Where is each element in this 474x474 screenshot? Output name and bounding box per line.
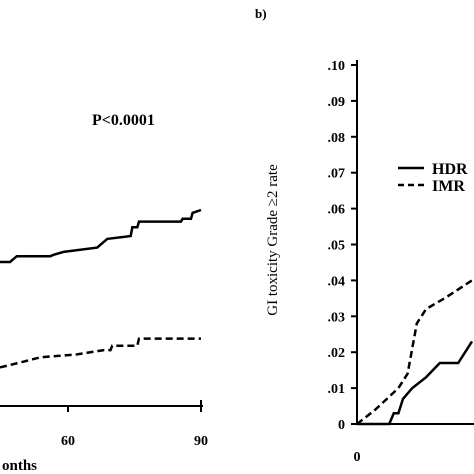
panel-b-y-tick-label: 0 (338, 418, 345, 433)
panel-b-y-tick-label: .02 (328, 346, 346, 361)
panel-b-series-imr (356, 279, 473, 425)
panel-a-x-tick-label-60: 60 (61, 434, 75, 449)
panel-b-y-tick-label: .04 (328, 274, 346, 289)
panel-b-y-tick-label: .01 (328, 382, 346, 397)
panel-a-x-axis-label: onths (2, 458, 37, 474)
panel-a-lines (0, 208, 202, 369)
panel-b-series-hdr (357, 340, 474, 426)
legend-hdr-label: HDR (432, 161, 468, 178)
panel-b-y-tick-label: .07 (328, 167, 346, 182)
panel-b-y-tick-label: .05 (328, 239, 346, 254)
panel-b-y-tick-label: .03 (328, 310, 346, 325)
panel-b-x-tick-label-0: 0 (354, 450, 361, 465)
panel-a-series-dashed (0, 337, 201, 369)
panel-b-y-tick-label: .10 (328, 59, 346, 74)
panel-b-y-ticks: .10 .09 .08 .07 .06 .05 .04 .03 .02 .01 0 (328, 59, 357, 433)
panel-a-p-value: P<0.0001 (92, 112, 155, 129)
panel-a-x-tick-label-90: 90 (194, 434, 208, 449)
panel-b-y-tick-label: .06 (328, 203, 346, 218)
panel-b-y-axis-label: GI toxicity Grade ≥2 rate (265, 164, 281, 316)
legend-imr-label: IMR (432, 178, 465, 195)
panel-b-y-tick-label: .08 (328, 131, 346, 146)
panel-a-series-solid (0, 208, 202, 264)
panel-b-y-tick-label: .09 (328, 95, 346, 110)
panel-b-label: b) (255, 6, 267, 21)
panel-b-lines (356, 279, 474, 426)
